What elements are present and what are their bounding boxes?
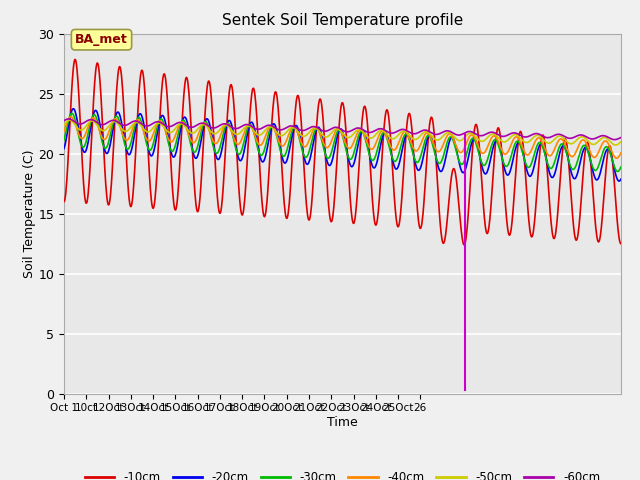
Y-axis label: Soil Temperature (C): Soil Temperature (C) <box>22 149 36 278</box>
-30cm <box>248 124 256 130</box>
-20cm <box>134 114 142 120</box>
-40cm <box>60 128 68 134</box>
-40cm <box>134 117 142 123</box>
-10cm <box>248 89 256 95</box>
-40cm <box>302 144 310 149</box>
-20cm <box>353 147 361 153</box>
X-axis label: Time: Time <box>327 416 358 429</box>
-50cm <box>248 126 256 132</box>
-20cm <box>365 147 372 153</box>
Line: -20cm: -20cm <box>64 108 621 181</box>
-60cm <box>134 119 142 125</box>
-50cm <box>154 120 162 126</box>
-60cm <box>154 119 162 125</box>
-30cm <box>365 149 372 155</box>
-40cm <box>612 156 620 161</box>
-60cm <box>248 124 256 130</box>
-30cm <box>353 138 361 144</box>
-20cm <box>302 160 310 166</box>
-50cm <box>302 132 310 138</box>
Line: -10cm: -10cm <box>64 60 621 245</box>
-60cm <box>611 137 619 143</box>
-30cm <box>60 137 68 143</box>
-40cm <box>365 143 372 149</box>
-60cm <box>302 127 310 132</box>
Title: Sentek Soil Temperature profile: Sentek Soil Temperature profile <box>222 13 463 28</box>
-10cm <box>71 57 79 62</box>
-20cm <box>615 178 623 184</box>
-10cm <box>617 240 625 247</box>
-50cm <box>612 142 620 148</box>
-30cm <box>302 155 310 160</box>
-20cm <box>248 120 256 125</box>
-10cm <box>302 195 310 201</box>
-50cm <box>353 128 361 133</box>
-40cm <box>353 131 361 137</box>
-50cm <box>365 135 372 141</box>
-30cm <box>614 168 621 174</box>
Line: -60cm: -60cm <box>64 119 621 140</box>
-50cm <box>60 122 68 128</box>
-60cm <box>365 130 372 135</box>
-10cm <box>134 100 142 106</box>
-10cm <box>460 242 468 248</box>
-30cm <box>617 164 625 170</box>
-60cm <box>617 135 625 141</box>
Line: -50cm: -50cm <box>64 120 621 145</box>
-60cm <box>60 118 68 123</box>
Line: -40cm: -40cm <box>64 117 621 158</box>
-30cm <box>134 115 142 120</box>
Legend: -10cm, -20cm, -30cm, -40cm, -50cm, -60cm: -10cm, -20cm, -30cm, -40cm, -50cm, -60cm <box>80 466 605 480</box>
-60cm <box>65 116 72 122</box>
-20cm <box>154 125 162 131</box>
-40cm <box>248 125 256 131</box>
-50cm <box>617 139 625 145</box>
-20cm <box>70 106 77 111</box>
-20cm <box>617 177 625 182</box>
-40cm <box>67 114 75 120</box>
-20cm <box>60 145 68 151</box>
-10cm <box>353 194 361 200</box>
-30cm <box>154 120 162 126</box>
-10cm <box>60 199 68 204</box>
-10cm <box>365 137 372 143</box>
-60cm <box>353 125 361 131</box>
Line: -30cm: -30cm <box>64 113 621 171</box>
-40cm <box>617 150 625 156</box>
-50cm <box>134 120 142 126</box>
-50cm <box>66 117 74 123</box>
-10cm <box>154 145 162 151</box>
Text: BA_met: BA_met <box>75 33 128 46</box>
-30cm <box>68 110 76 116</box>
-40cm <box>154 119 162 125</box>
